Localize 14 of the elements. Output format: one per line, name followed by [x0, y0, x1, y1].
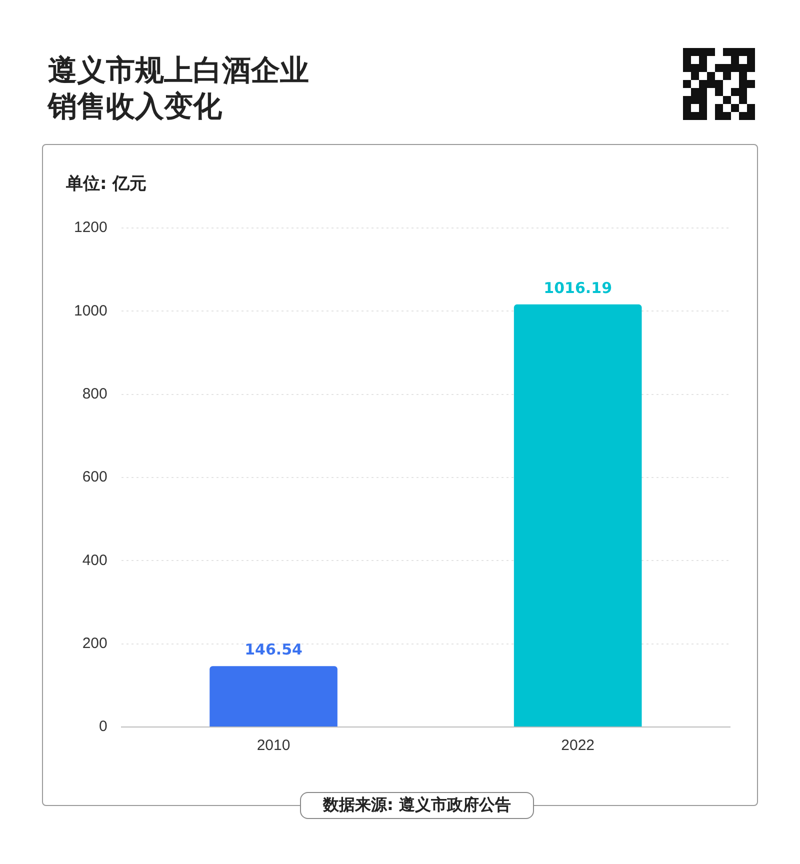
y-tick-label: 400 — [82, 552, 108, 569]
y-tick-label: 600 — [82, 468, 108, 486]
y-tick-label: 0 — [99, 718, 108, 736]
data-label: 146.54 — [244, 640, 302, 658]
source-note: 数据来源: 遵义市政府公告 — [300, 792, 534, 819]
x-tick-label: 2022 — [561, 737, 595, 754]
chart-title: 遵义市规上白酒企业销售收入变化 — [48, 52, 310, 124]
x-tick-label: 2010 — [256, 737, 290, 754]
y-tick-label: 200 — [82, 634, 108, 652]
y-tick-label: 1000 — [74, 302, 108, 320]
data-label: 1016.19 — [544, 278, 612, 297]
y-tick-label: 1200 — [74, 219, 108, 236]
y-tick-label: 800 — [82, 385, 108, 402]
y-axis-title: 单位: 亿元 — [66, 173, 147, 195]
